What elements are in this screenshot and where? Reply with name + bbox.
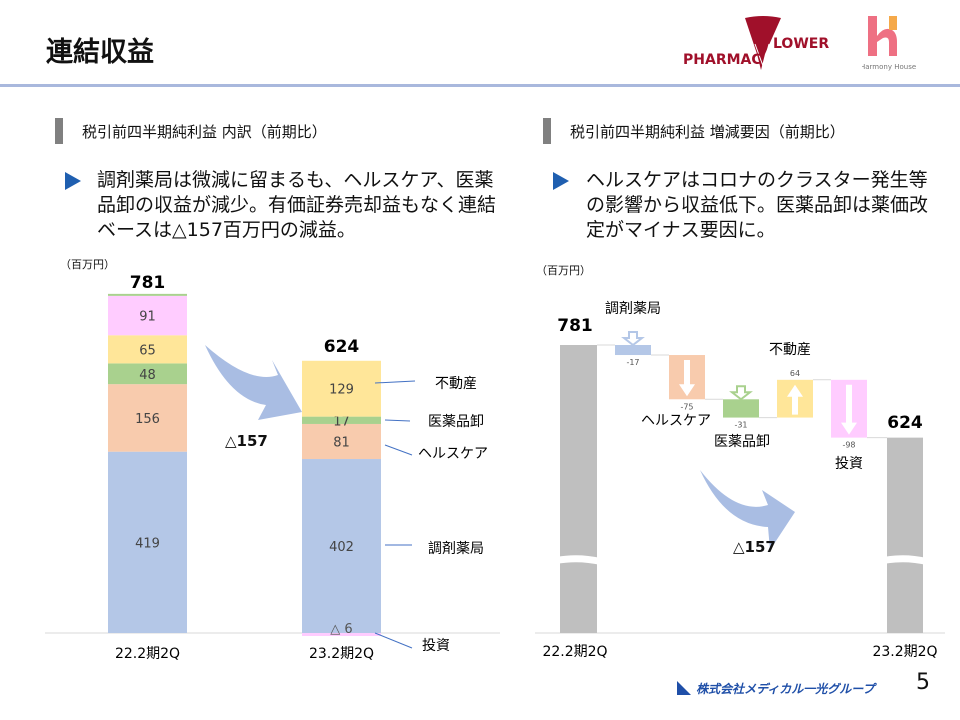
bar-total: 781: [130, 273, 166, 293]
x-tick-label: 22.2期2Q: [542, 644, 607, 660]
axis-break: [883, 555, 927, 565]
right-section-title: 税引前四半期純利益 増減要因（前期比）: [570, 123, 845, 141]
axis-break: [556, 555, 601, 565]
down-arrow-icon: [621, 331, 645, 347]
svg-text:PHARMAC: PHARMAC: [683, 52, 762, 68]
waterfall-step-label: 投資: [835, 456, 863, 472]
right-delta-label: △157: [733, 538, 776, 556]
callout-line: [384, 419, 411, 422]
x-tick-label: 23.2期2Q: [309, 646, 374, 662]
header-divider: [0, 84, 960, 87]
bar-label: 17: [333, 414, 350, 429]
left-bullet-text: 調剤薬局は微減に留まるも、ヘルスケア、医薬品卸の収益が減少。有価証券売却益もなく…: [97, 169, 497, 241]
bar-segment: [108, 293, 187, 296]
bar-segment: [108, 363, 187, 385]
callout-line: [374, 632, 413, 649]
bar-label: 419: [135, 536, 160, 551]
svg-text:LOWER: LOWER: [773, 36, 829, 52]
bar-segment: [108, 384, 187, 452]
page-number: 5: [916, 670, 930, 695]
x-tick-label: 23.2期2Q: [872, 644, 937, 660]
waterfall-step-value: -31: [734, 421, 747, 430]
bar-segment: [108, 335, 187, 364]
bar-label: △ 6: [330, 622, 352, 637]
bar-label: 81: [333, 435, 350, 450]
waterfall-start-value: 781: [557, 316, 593, 336]
right-unit: （百万円）: [536, 264, 591, 277]
bar-segment: [302, 633, 381, 636]
harmony-house-logo: Harmony House: [860, 14, 942, 74]
waterfall-step-label: 調剤薬局: [605, 301, 661, 317]
waterfall-step-value: -75: [680, 402, 693, 411]
waterfall-end-value: 624: [887, 413, 923, 433]
waterfall-step-bar: [615, 345, 651, 356]
series-label: 不動産: [435, 376, 477, 392]
decrease-arrow-icon: [700, 470, 795, 550]
down-arrow-icon: [841, 384, 857, 435]
bar-segment: [108, 451, 187, 633]
waterfall-step-label: ヘルスケア: [641, 413, 711, 429]
waterfall-step-label: 不動産: [769, 342, 811, 358]
series-label: 調剤薬局: [428, 541, 484, 557]
up-arrow-icon: [787, 384, 803, 415]
section-marker: [543, 118, 551, 144]
series-label: ヘルスケア: [418, 446, 488, 462]
waterfall-start-bar: [560, 345, 597, 633]
x-tick-label: 22.2期2Q: [115, 646, 180, 662]
callout-line: [384, 444, 413, 456]
bar-segment: [302, 423, 381, 460]
decrease-arrow-icon: [205, 345, 302, 420]
bar-label: 48: [139, 368, 156, 383]
svg-text:Harmony House: Harmony House: [862, 63, 916, 71]
pharmac-flower-logo: PHARMAC LOWER: [683, 14, 833, 74]
down-arrow-icon: [679, 360, 695, 397]
series-label: 投資: [422, 638, 450, 654]
down-arrow-icon: [729, 385, 753, 401]
waterfall-step-value: -98: [842, 441, 855, 450]
company-logo: 株式会社メディカル一光グループ: [677, 680, 875, 699]
waterfall-step-value: -17: [626, 358, 639, 367]
right-bullet-text: ヘルスケアはコロナのクラスター発生等の影響から収益低下。医薬品卸は薬価改定がマイ…: [586, 169, 929, 241]
waterfall-end-bar: [887, 437, 923, 633]
left-section-title: 税引前四半期純利益 内訳（前期比）: [82, 123, 327, 141]
bullet-arrow-icon: [550, 170, 572, 196]
bar-label: 91: [139, 310, 156, 325]
series-label: 医薬品卸: [428, 414, 484, 430]
waterfall-step-bar: [723, 399, 759, 418]
bar-label: 156: [135, 412, 160, 427]
bar-segment: [302, 416, 381, 424]
left-unit: （百万円）: [60, 258, 115, 271]
page-title: 連結収益: [46, 37, 154, 68]
company-name: 株式会社メディカル一光グループ: [696, 682, 875, 696]
section-marker: [55, 118, 63, 144]
bar-segment: [302, 360, 381, 417]
bullet-arrow-icon: [62, 170, 84, 196]
bar-segment: [302, 459, 381, 633]
waterfall-step-value: 64: [790, 369, 800, 378]
waterfall-step-label: 医薬品卸: [714, 434, 770, 450]
bar-label: 65: [139, 343, 156, 358]
left-delta-label: △157: [225, 432, 268, 450]
bar-segment: [108, 295, 187, 336]
bar-total: 624: [324, 337, 360, 357]
callout-line: [374, 380, 416, 384]
bar-label: 402: [329, 540, 354, 555]
bar-label: 129: [329, 383, 354, 398]
